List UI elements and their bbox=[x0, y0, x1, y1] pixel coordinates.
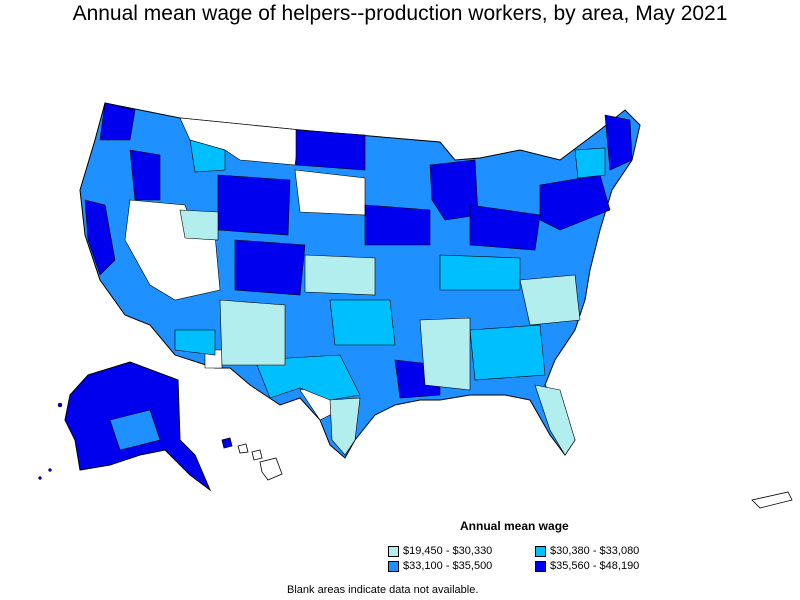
tier4-maine bbox=[604, 114, 633, 171]
tier4-north-dakota bbox=[295, 129, 366, 171]
tier1-deep-south bbox=[419, 317, 471, 391]
tier2-arizona bbox=[174, 329, 216, 356]
alaska-south-patch bbox=[109, 409, 161, 451]
puerto-rico bbox=[751, 491, 793, 509]
legend-item-tier1: $19,450 - $30,330 bbox=[388, 545, 492, 557]
tier4-minnesota-iowa bbox=[364, 204, 431, 246]
tier2-southeast bbox=[469, 324, 546, 381]
tier1-east-texas bbox=[329, 397, 361, 456]
tier4-great-lakes bbox=[469, 204, 541, 251]
map-title: Annual mean wage of helpers--production … bbox=[72, 2, 728, 25]
tier1-new-mexico bbox=[219, 299, 286, 366]
blank-area-dakotas bbox=[294, 169, 366, 216]
legend-swatch-tier4 bbox=[535, 560, 546, 572]
tier4-california-coast bbox=[84, 199, 116, 276]
hawaii-island-oahu bbox=[237, 443, 249, 454]
legend-swatch-tier2 bbox=[535, 545, 546, 557]
tier4-idaho-oregon bbox=[129, 149, 161, 201]
puerto-rico-outline bbox=[751, 491, 793, 509]
tier1-appalachia bbox=[519, 274, 581, 326]
tier1-utah-east bbox=[179, 209, 219, 241]
legend-title: Annual mean wage bbox=[460, 519, 569, 533]
legend-item-tier2: $30,380 - $33,080 bbox=[535, 545, 639, 557]
tier2-new-england bbox=[574, 147, 606, 179]
tier4-washington-coast bbox=[99, 102, 136, 141]
legend-label-tier1: $19,450 - $30,330 bbox=[403, 545, 493, 557]
legend-swatch-tier3 bbox=[388, 560, 399, 572]
tier4-colorado bbox=[234, 239, 306, 296]
alaska bbox=[38, 361, 212, 492]
tier2-southern-plains bbox=[329, 299, 396, 346]
legend-label-tier3: $33,100 - $35,500 bbox=[403, 560, 493, 572]
tier1-kansas bbox=[304, 254, 376, 296]
hawaii-island-big bbox=[259, 457, 283, 481]
legend-label-tier4: $35,560 - $48,190 bbox=[550, 560, 640, 572]
legend-item-tier4: $35,560 - $48,190 bbox=[535, 560, 639, 572]
hawaii-island-maui bbox=[251, 449, 263, 461]
tier2-montana-west bbox=[189, 139, 226, 173]
region-patches bbox=[84, 102, 633, 456]
legend-label-tier2: $30,380 - $33,080 bbox=[550, 545, 640, 557]
footnote: Blank areas indicate data not available. bbox=[287, 584, 479, 596]
hawaii-island-kauai bbox=[221, 437, 233, 449]
tier4-wyoming bbox=[217, 174, 291, 236]
legend-swatch-tier1 bbox=[388, 545, 399, 557]
tier4-michigan bbox=[429, 159, 479, 221]
tier1-florida bbox=[534, 384, 576, 456]
tier2-ohio-valley bbox=[439, 254, 521, 291]
legend-item-tier3: $33,100 - $35,500 bbox=[388, 560, 492, 572]
hawaii bbox=[221, 437, 283, 481]
